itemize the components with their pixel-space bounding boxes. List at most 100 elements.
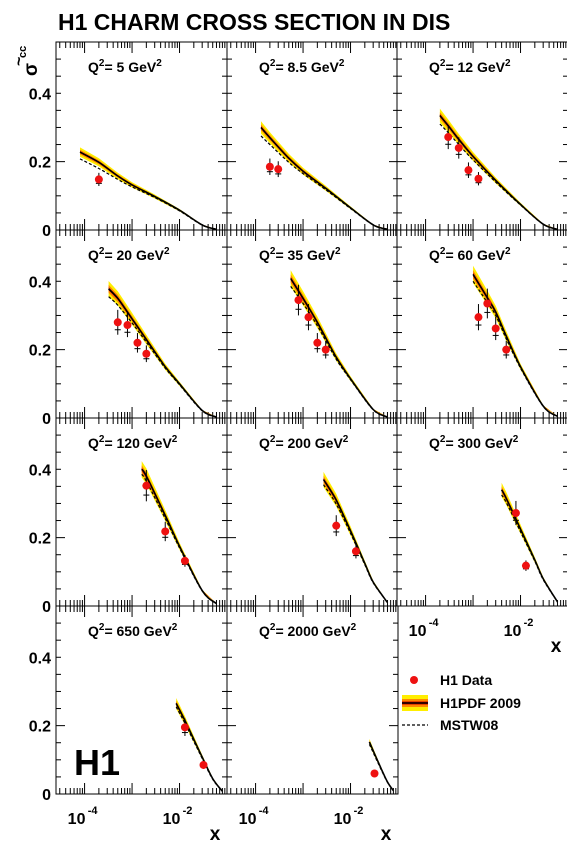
data-point [113, 318, 122, 327]
panel-label-q: Q [259, 247, 270, 263]
panel-label: Q2= 650 GeV2 [88, 622, 178, 639]
x-tick-label-exp: -2 [354, 805, 364, 817]
mstw08-line [108, 296, 217, 418]
theory-band [79, 147, 217, 230]
x-axis-panel-9: 10 -4 10 -2x [409, 617, 562, 657]
data-point [199, 760, 208, 769]
band-inner [141, 465, 217, 604]
data-point [304, 313, 313, 322]
panel-label-sup: 2 [440, 434, 446, 445]
mstw08-line [322, 484, 388, 603]
theory-band [260, 121, 388, 230]
theory-band [141, 461, 218, 605]
band-inner [80, 149, 217, 230]
panel-label-q: Q [88, 435, 99, 451]
mstw08-line [175, 706, 223, 792]
theory-band [108, 281, 217, 418]
panel-label-sup2: 2 [156, 58, 162, 69]
data-point [474, 174, 483, 183]
data-point [142, 349, 151, 358]
panel-9: Q2= 300 GeV2 [396, 417, 567, 607]
h1pdf-central-line [108, 288, 217, 418]
panel-label-sup: 2 [270, 246, 276, 257]
y-tick-label: 0.4 [29, 274, 51, 291]
panel-frame [226, 605, 399, 795]
panel-11: Q2= 2000 GeV2 [226, 605, 399, 795]
panel-label-rest: = 200 GeV [275, 435, 343, 451]
panel-frame [55, 229, 228, 419]
data-point [351, 547, 360, 556]
x-axis-panel-10: 10 -4 10 -2x [68, 805, 221, 845]
data-point [370, 769, 379, 778]
x-axis-label: x [551, 636, 562, 657]
data-point [94, 175, 103, 184]
panel-label-rest: = 20 GeV [104, 247, 164, 263]
x-axis-label: x [210, 824, 221, 845]
data-point [491, 324, 500, 333]
h1-logo: H1 [74, 742, 120, 783]
panel-label-sup2: 2 [339, 58, 345, 69]
data-point [521, 561, 530, 570]
panel-label: Q2= 120 GeV2 [88, 434, 178, 451]
panel-label-sup: 2 [440, 246, 446, 257]
legend-label-h1-data: H1 Data [440, 672, 492, 688]
panel-label-rest: = 5 GeV [104, 59, 156, 75]
x-tick-label-base: 10 [239, 811, 257, 828]
panel-frame [396, 417, 567, 607]
panel-7: Q2= 120 GeV2 0 0.2 0.4 [29, 417, 228, 616]
panel-label-sup2: 2 [505, 58, 511, 69]
panel-2: Q2= 8.5 GeV2 [226, 41, 399, 231]
panel-label-sup: 2 [99, 246, 105, 257]
data-point [142, 481, 151, 490]
panel-5: Q2= 35 GeV2 [226, 229, 399, 419]
x-axis-panel-11: 10 -4 10 -2x [239, 805, 392, 845]
h1pdf-central-line [141, 468, 218, 605]
x-tick-label-base: 10 [163, 811, 181, 828]
mstw08-line [501, 494, 559, 603]
x-tick-label-base: 10 [409, 623, 427, 640]
panel-label-rest: = 8.5 GeV [275, 59, 339, 75]
panel-label-sup2: 2 [164, 246, 170, 257]
panel-label-rest: = 300 GeV [445, 435, 513, 451]
panel-label-sup: 2 [440, 58, 446, 69]
data-point [332, 521, 341, 530]
data-point [274, 165, 283, 174]
panel-label-rest: = 35 GeV [275, 247, 335, 263]
panel-label-sup2: 2 [335, 246, 341, 257]
band-inner [108, 284, 217, 417]
band-outer [108, 281, 217, 417]
panel-label-rest: = 2000 GeV [275, 623, 351, 639]
panel-frame [55, 41, 228, 231]
band-outer [473, 265, 558, 417]
panel-label-q: Q [429, 435, 440, 451]
mstw08-line [368, 744, 394, 791]
data-point [313, 338, 322, 347]
panel-label: Q2= 35 GeV2 [259, 246, 341, 263]
band-outer [501, 482, 558, 603]
panel-frame [226, 41, 399, 231]
x-tick-label-base: 10 [68, 811, 86, 828]
panel-label-q: Q [259, 435, 270, 451]
data-point [511, 509, 520, 518]
y-axis-label-tilde: ~ [11, 57, 28, 66]
theory-band [290, 270, 388, 418]
panel-label-sup: 2 [99, 622, 105, 633]
data-point [474, 313, 483, 322]
panel-label-q: Q [259, 623, 270, 639]
mstw08-line [79, 158, 217, 230]
legend: H1 Data H1PDF 2009 MSTW08 [402, 672, 521, 733]
y-tick-label: 0.4 [29, 462, 51, 479]
panel-label-rest: = 650 GeV [104, 623, 172, 639]
y-tick-label: 0.2 [29, 531, 51, 548]
band-outer [80, 147, 217, 230]
legend-label-mstw08: MSTW08 [440, 717, 499, 733]
data-point [502, 345, 511, 354]
y-axis-label: σ ~ cc [11, 46, 42, 76]
y-tick-label: 0 [42, 599, 51, 616]
panel-label: Q2= 2000 GeV2 [259, 622, 357, 639]
panel-6: Q2= 60 GeV2 [396, 229, 567, 419]
x-tick-label-exp: -4 [429, 617, 440, 629]
panel-label: Q2= 300 GeV2 [429, 434, 519, 451]
